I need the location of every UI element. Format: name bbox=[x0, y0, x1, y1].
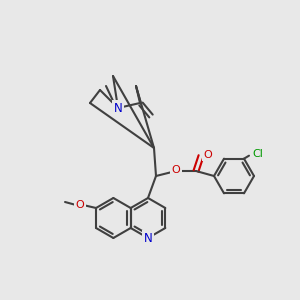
Text: Cl: Cl bbox=[253, 149, 263, 159]
Text: N: N bbox=[144, 232, 152, 244]
Text: N: N bbox=[114, 101, 122, 115]
Text: O: O bbox=[76, 200, 84, 210]
Text: O: O bbox=[172, 165, 180, 175]
Text: O: O bbox=[204, 150, 212, 160]
